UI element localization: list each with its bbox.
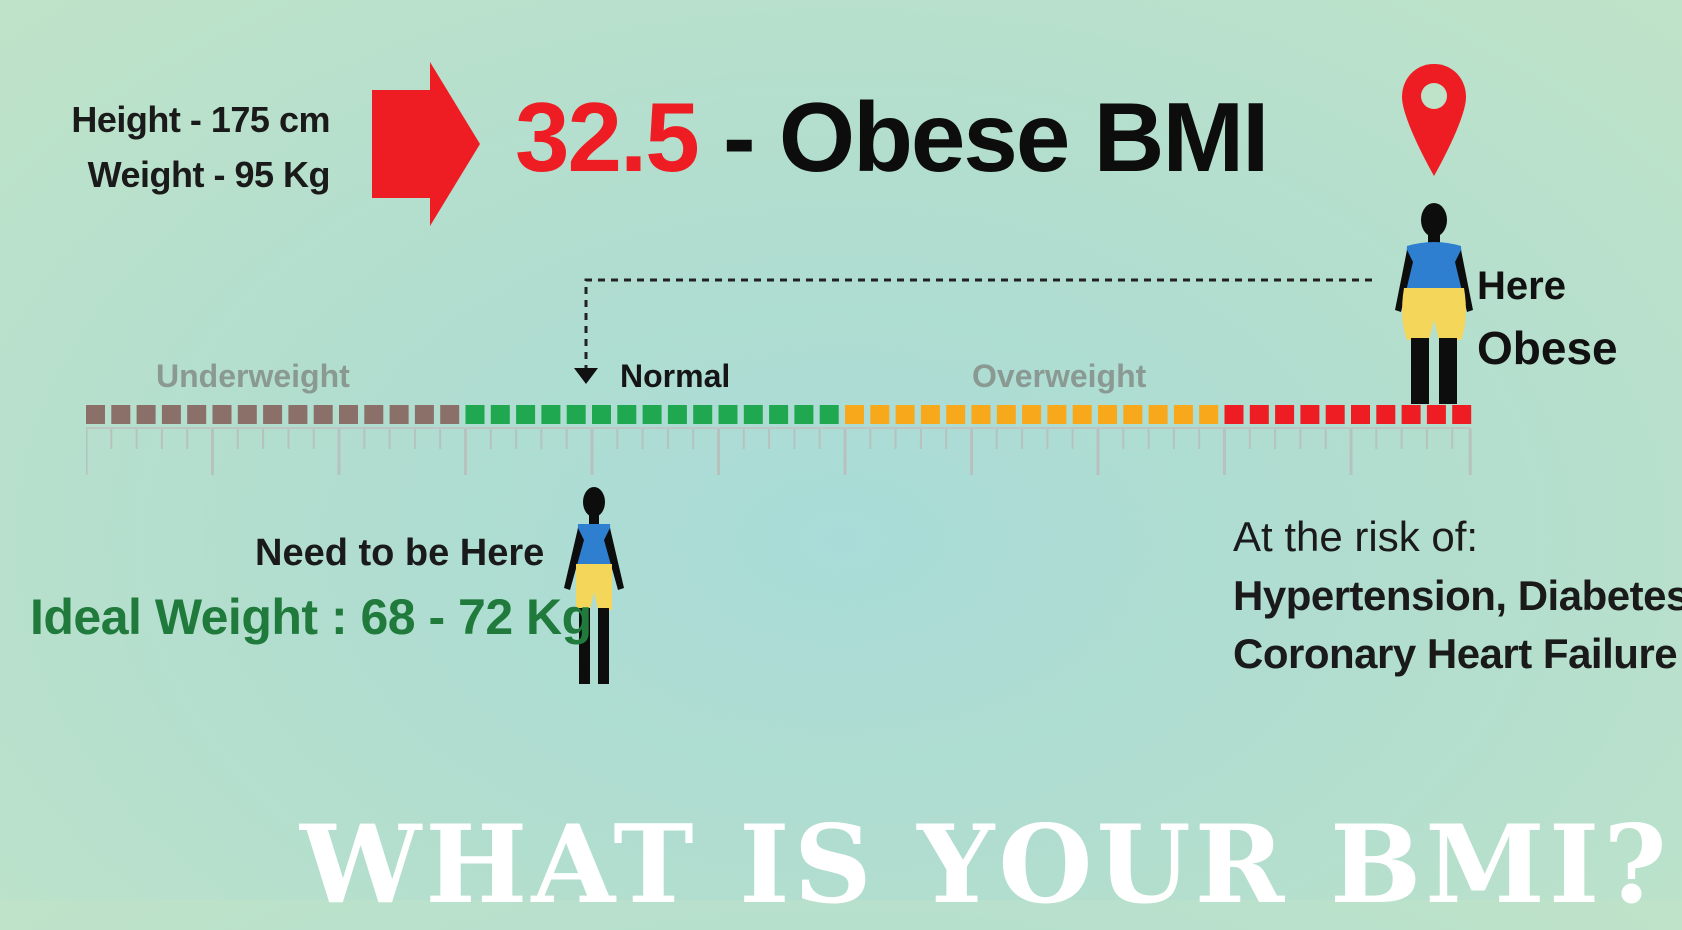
headline: WHAT IS YOUR BMI? bbox=[300, 802, 1671, 928]
bmi-result: 32.5 - Obese BMI bbox=[515, 78, 1269, 196]
scale-segment bbox=[541, 405, 561, 424]
scale-segment bbox=[1452, 405, 1472, 424]
scale-segment bbox=[845, 405, 864, 424]
obese-person-icon bbox=[1395, 203, 1473, 404]
scale-segment bbox=[440, 405, 460, 424]
scale-segment bbox=[187, 405, 207, 424]
scale-segment bbox=[1047, 405, 1067, 424]
dashed-arrow-icon bbox=[574, 278, 1372, 384]
red-arrow-icon bbox=[372, 62, 480, 226]
scale-baseline bbox=[86, 427, 1472, 429]
bmi-scale bbox=[86, 405, 1472, 475]
scale-segment bbox=[465, 405, 485, 424]
scale-segment bbox=[86, 405, 105, 424]
scale-segment bbox=[592, 405, 611, 424]
scale-segment bbox=[870, 405, 890, 424]
ideal-weight-text: Ideal Weight : 68 - 72 Kg bbox=[30, 589, 592, 645]
scale-segment bbox=[414, 405, 434, 424]
bmi-category-text: - Obese BMI bbox=[697, 82, 1269, 192]
scale-segment bbox=[389, 405, 409, 424]
scale-segment bbox=[111, 405, 131, 424]
here-text: Here bbox=[1477, 264, 1566, 308]
scale-segment bbox=[339, 405, 358, 424]
scale-segment bbox=[617, 405, 637, 424]
height-text: Height - 175 cm bbox=[71, 99, 330, 140]
scale-segment bbox=[288, 405, 308, 424]
scale-segment bbox=[1072, 405, 1092, 424]
scale-segment bbox=[1173, 405, 1193, 424]
scale-segment bbox=[364, 405, 384, 424]
scale-segment bbox=[1300, 405, 1320, 424]
scale-segment bbox=[946, 405, 966, 424]
measurements: Height - 175 cm Weight - 95 Kg bbox=[60, 92, 330, 202]
risk-line-2: Coronary Heart Failure bbox=[1233, 630, 1678, 677]
scale-segment bbox=[161, 405, 181, 424]
scale-segment bbox=[1199, 405, 1219, 424]
current-position-label: Here Obese bbox=[1477, 255, 1618, 379]
scale-segment bbox=[642, 405, 662, 424]
scale-segment bbox=[794, 405, 814, 424]
scale-segment bbox=[1426, 405, 1446, 424]
category-normal: Normal bbox=[620, 358, 731, 394]
scale-segment bbox=[1275, 405, 1295, 424]
scale-segment bbox=[1401, 405, 1421, 424]
location-pin-icon bbox=[1402, 64, 1466, 176]
weight-text: Weight - 95 Kg bbox=[87, 154, 331, 195]
bmi-value: 32.5 bbox=[515, 82, 700, 192]
scale-segment bbox=[769, 405, 789, 424]
scale-segment bbox=[1325, 405, 1345, 424]
scale-segment bbox=[516, 405, 536, 424]
scale-segment bbox=[1376, 405, 1396, 424]
scale-segment bbox=[1022, 405, 1042, 424]
scale-segment bbox=[136, 405, 156, 424]
scale-segment bbox=[313, 405, 333, 424]
scale-segment bbox=[895, 405, 915, 424]
scale-segment bbox=[263, 405, 283, 424]
obese-text: Obese bbox=[1477, 322, 1618, 374]
scale-segment bbox=[237, 405, 257, 424]
risk-line-1: Hypertension, Diabetes bbox=[1233, 572, 1682, 619]
scale-segment bbox=[212, 405, 232, 424]
scale-segment bbox=[1351, 405, 1370, 424]
scale-segment bbox=[1123, 405, 1143, 424]
scale-segment bbox=[971, 405, 991, 424]
scale-segment bbox=[490, 405, 510, 424]
category-overweight: Overweight bbox=[972, 358, 1147, 394]
normal-person-icon bbox=[564, 487, 624, 684]
scale-segment bbox=[1148, 405, 1168, 424]
scale-segment bbox=[920, 405, 940, 424]
need-to-be-here-label: Need to be Here bbox=[255, 532, 545, 574]
scale-segment bbox=[667, 405, 687, 424]
scale-segment bbox=[819, 405, 839, 424]
risk-title: At the risk of: bbox=[1233, 513, 1479, 560]
scale-segment bbox=[1249, 405, 1269, 424]
scale-segment bbox=[1224, 405, 1244, 424]
scale-segment bbox=[693, 405, 713, 424]
scale-segment bbox=[1098, 405, 1117, 424]
category-underweight: Underweight bbox=[156, 358, 350, 394]
scale-segment bbox=[743, 405, 763, 424]
scale-segment bbox=[566, 405, 586, 424]
scale-segment bbox=[996, 405, 1016, 424]
scale-segment bbox=[718, 405, 738, 424]
